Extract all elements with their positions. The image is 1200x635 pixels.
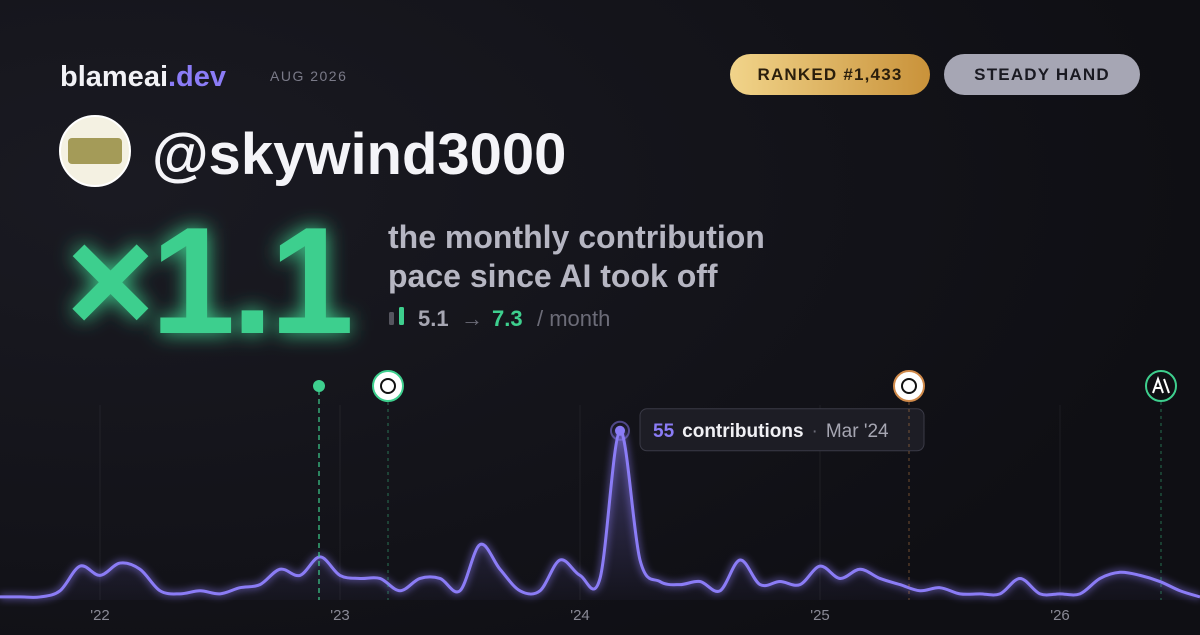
x-tick-label: '24 — [570, 607, 590, 624]
caption-line: the monthly contribution — [388, 219, 765, 255]
brand: blameai.dev — [60, 61, 226, 93]
peak-dot — [615, 425, 625, 436]
tooltip: 55 contributions · Mar '24 — [639, 408, 925, 452]
badge-style-text: STEADY HAND — [974, 65, 1110, 84]
area — [0, 430, 1200, 600]
event-icon-glyph — [1152, 376, 1170, 394]
period: AUG 2026 — [270, 68, 347, 84]
handle: @skywind3000 — [152, 122, 566, 187]
x-tick-label: '23 — [330, 607, 350, 624]
x-tick-label: '26 — [1050, 607, 1070, 624]
peak-halo — [610, 420, 630, 441]
event-icon — [893, 370, 925, 402]
badge-rank-text: RANKED #1,433 — [757, 65, 902, 84]
badge-style — [944, 54, 1140, 95]
avatar-art — [68, 138, 122, 164]
pace-before: 5.1 — [418, 306, 449, 331]
tooltip-date: Mar '24 — [826, 421, 889, 442]
tooltip-separator: · — [812, 421, 818, 442]
event-icon — [372, 370, 404, 402]
arrow: → — [461, 306, 483, 331]
tooltip-unit: contributions — [682, 421, 803, 442]
event-dot — [313, 380, 325, 392]
events — [313, 370, 1177, 600]
brand-name: blameai — [60, 61, 168, 93]
tooltip-box — [639, 408, 925, 452]
multiplier: ×1.1 — [66, 196, 351, 366]
event-icon-glyph — [901, 378, 917, 394]
badge-rank — [730, 54, 930, 95]
pace-after: 7.3 — [492, 306, 523, 331]
brand-tld: .dev — [168, 61, 226, 93]
tooltip-text: 55 contributions · Mar '24 — [653, 421, 889, 442]
line — [0, 429, 1200, 599]
tooltip-value: 55 — [653, 421, 675, 442]
bar-icon — [389, 312, 394, 325]
caption-line: pace since AI took off — [388, 258, 718, 294]
chart: '22 '23 '24 '25 '26 55 contributions · Mar '24 — [0, 405, 1200, 624]
pace-unit: / month — [537, 306, 610, 331]
x-tick-label: '22 — [90, 607, 110, 624]
event-icon-glyph — [380, 378, 396, 394]
x-tick-label: '25 — [810, 607, 830, 624]
bar-icon — [399, 307, 404, 325]
